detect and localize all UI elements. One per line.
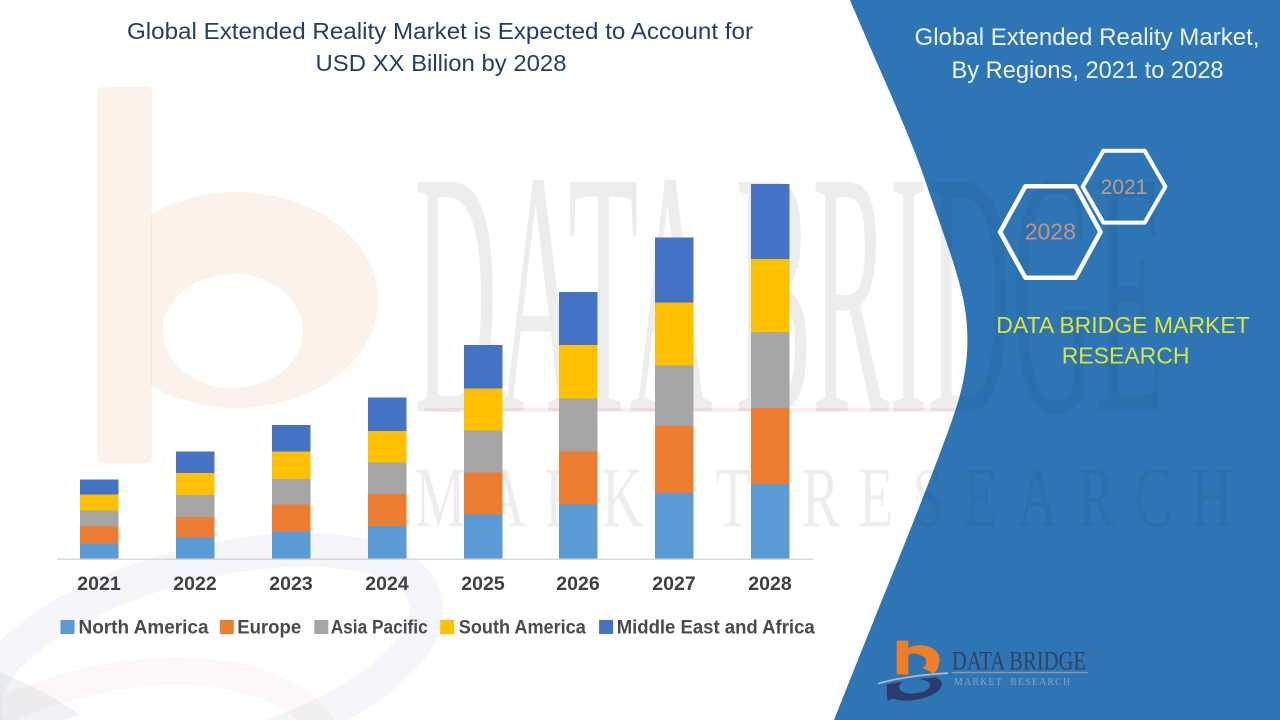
svg-text:2026: 2026	[556, 573, 600, 595]
svg-text:2028: 2028	[748, 573, 792, 595]
svg-text:2025: 2025	[461, 573, 505, 595]
svg-text:DATA BRIDGE MARKET: DATA BRIDGE MARKET	[996, 312, 1249, 338]
svg-text:2022: 2022	[173, 573, 217, 595]
svg-text:DATA BRIDGE: DATA BRIDGE	[952, 647, 1086, 676]
svg-text:2028: 2028	[1025, 219, 1076, 245]
svg-text:Europe: Europe	[237, 617, 301, 639]
svg-text:TM: TM	[1088, 649, 1099, 657]
svg-text:Global Extended Reality Market: Global Extended Reality Market is Expect…	[127, 18, 753, 44]
svg-text:South America: South America	[459, 617, 586, 639]
svg-text:Asia Pacific: Asia Pacific	[331, 617, 428, 639]
svg-text:2023: 2023	[269, 573, 313, 595]
svg-text:2027: 2027	[652, 573, 695, 595]
svg-text:MARKET RESEARCH: MARKET RESEARCH	[954, 677, 1071, 688]
svg-text:2021: 2021	[77, 573, 121, 595]
svg-text:2021: 2021	[1101, 176, 1148, 199]
svg-text:Middle East and Africa: Middle East and Africa	[617, 617, 815, 639]
svg-text:RESEARCH: RESEARCH	[1062, 343, 1190, 369]
svg-text:USD XX Billion by 2028: USD XX Billion by 2028	[316, 50, 567, 76]
svg-text:Global Extended Reality Market: Global Extended Reality Market,	[915, 24, 1260, 51]
svg-text:2024: 2024	[365, 573, 409, 595]
svg-text:North America: North America	[79, 617, 209, 639]
svg-text:By Regions, 2021 to 2028: By Regions, 2021 to 2028	[952, 57, 1224, 84]
